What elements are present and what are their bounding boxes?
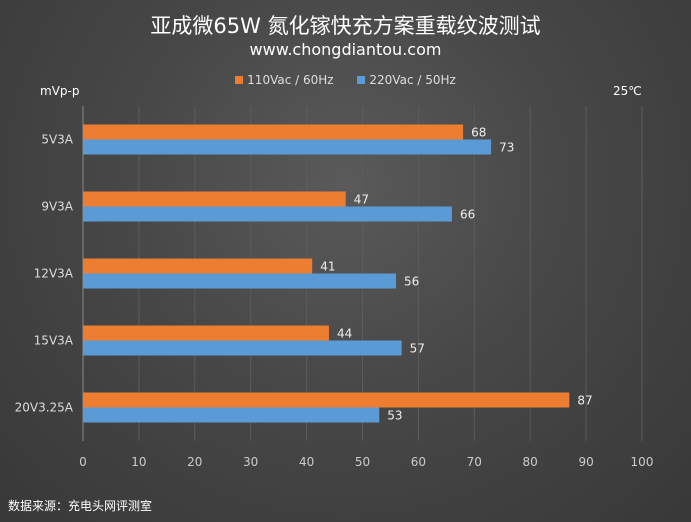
category-label: 15V3A [34, 334, 74, 348]
legend-swatch-220 [357, 76, 366, 84]
x-tick-label: 0 [79, 455, 87, 469]
category-label: 5V3A [41, 133, 73, 147]
data-label: 47 [354, 193, 369, 207]
data-label: 41 [320, 260, 335, 274]
data-label: 44 [337, 327, 352, 341]
bar-220 [83, 206, 452, 222]
chart-subtitle: www.chongdiantou.com [249, 40, 442, 59]
bar-110 [83, 258, 313, 274]
unit-label: mVp-p [40, 84, 80, 98]
legend-label-110: 110Vac / 60Hz [247, 73, 334, 87]
legend-item-110: 110Vac / 60Hz [235, 73, 334, 87]
bar-110 [83, 124, 464, 140]
category-label: 12V3A [34, 267, 74, 281]
data-label: 56 [404, 275, 419, 289]
x-tick-label: 80 [523, 455, 538, 469]
legend-swatch-110 [235, 76, 244, 84]
bar-220 [83, 407, 380, 423]
legend: 110Vac / 60Hz 220Vac / 50Hz [0, 73, 691, 87]
bar-110 [83, 325, 329, 341]
category-label: 9V3A [41, 200, 73, 214]
x-tick-label: 10 [131, 455, 146, 469]
x-tick-label: 60 [411, 455, 426, 469]
x-tick-label: 90 [578, 455, 593, 469]
data-label: 87 [577, 394, 592, 408]
bar-220 [83, 340, 402, 356]
data-label: 53 [387, 409, 402, 423]
bar-220 [83, 273, 397, 289]
data-label: 57 [410, 342, 425, 356]
data-label: 73 [499, 141, 514, 155]
bar-220 [83, 139, 492, 155]
bar-110 [83, 392, 570, 408]
data-label: 68 [471, 126, 486, 140]
category-label: 20V3.25A [15, 401, 74, 415]
temperature-label: 25℃ [613, 84, 642, 98]
x-tick-label: 40 [299, 455, 314, 469]
chart-title: 亚成微65W 氮化镓快充方案重载纹波测试 [150, 14, 541, 38]
x-tick-label: 100 [631, 455, 654, 469]
data-label: 66 [460, 208, 475, 222]
x-tick-label: 50 [355, 455, 370, 469]
bar-110 [83, 191, 346, 207]
data-source: 数据来源：充电头网评测室 [8, 499, 153, 513]
legend-item-220: 220Vac / 50Hz [357, 73, 456, 87]
x-tick-label: 70 [467, 455, 482, 469]
x-tick-label: 20 [187, 455, 202, 469]
legend-label-220: 220Vac / 50Hz [369, 73, 456, 87]
x-tick-label: 30 [243, 455, 258, 469]
